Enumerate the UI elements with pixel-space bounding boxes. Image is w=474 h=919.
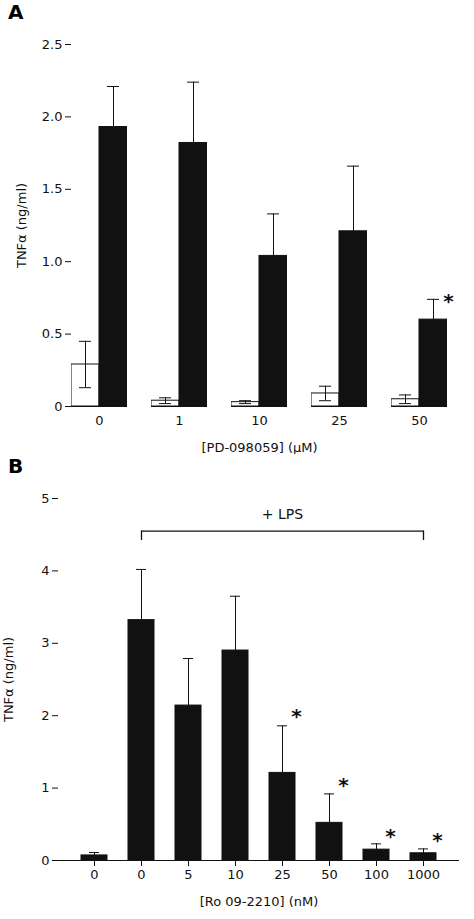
svg-text:*: * — [338, 773, 349, 797]
svg-text:1.5: 1.5 — [42, 181, 63, 196]
html-text:A: A — [8, 0, 24, 24]
svg-text:2: 2 — [41, 708, 49, 723]
svg-text:+ LPS: + LPS — [262, 506, 303, 522]
svg-text:TNFα (ng/ml): TNFα (ng/ml) — [14, 183, 29, 269]
svg-text:1: 1 — [175, 413, 183, 428]
svg-text:0: 0 — [95, 413, 103, 428]
svg-text:1: 1 — [41, 780, 49, 795]
svg-text:0: 0 — [137, 867, 145, 882]
svg-text:*: * — [432, 828, 443, 852]
svg-text:*: * — [385, 824, 396, 848]
svg-text:10: 10 — [227, 867, 244, 882]
svg-text:10: 10 — [251, 413, 268, 428]
svg-text:25: 25 — [331, 413, 348, 428]
svg-text:5: 5 — [41, 491, 49, 506]
svg-text:0: 0 — [41, 853, 49, 868]
svg-text:3: 3 — [41, 635, 49, 650]
svg-text:1.0: 1.0 — [42, 254, 63, 269]
svg-text:*: * — [443, 289, 454, 313]
svg-text:50: 50 — [321, 867, 338, 882]
svg-text:0.5: 0.5 — [42, 326, 63, 341]
svg-text:4: 4 — [41, 563, 49, 578]
svg-text:2.0: 2.0 — [42, 109, 63, 124]
svg-text:50: 50 — [411, 413, 428, 428]
svg-text:0: 0 — [54, 399, 62, 414]
svg-text:[PD-098059] (μM): [PD-098059] (μM) — [201, 440, 317, 455]
svg-text:5: 5 — [184, 867, 192, 882]
svg-text:2.5: 2.5 — [42, 37, 63, 52]
svg-text:1000: 1000 — [407, 867, 440, 882]
svg-text:*: * — [291, 704, 302, 728]
svg-text:100: 100 — [364, 867, 389, 882]
svg-text:[Ro 09-2210] (nM): [Ro 09-2210] (nM) — [200, 894, 319, 909]
svg-text:TNFα (ng/ml): TNFα (ng/ml) — [1, 637, 16, 723]
svg-text:25: 25 — [274, 867, 291, 882]
svg-text:0: 0 — [90, 867, 98, 882]
html-text:B: B — [8, 454, 24, 478]
